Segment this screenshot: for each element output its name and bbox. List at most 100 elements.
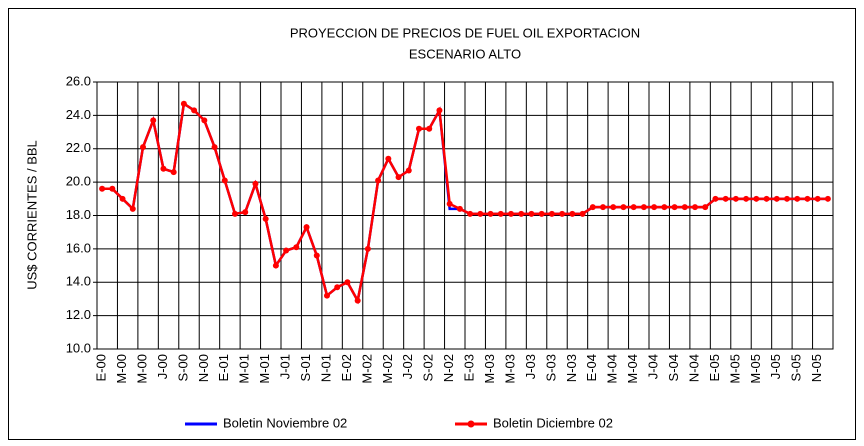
point	[129, 205, 136, 212]
point	[548, 210, 555, 217]
point	[272, 262, 279, 269]
point	[344, 279, 351, 286]
y-tick-label: 16.0	[66, 240, 91, 255]
point	[416, 125, 422, 132]
point	[528, 210, 535, 217]
x-tick-label: N-02	[441, 354, 456, 382]
point	[487, 210, 494, 217]
x-tick-label: M-00	[114, 354, 129, 384]
y-tick-label: 24.0	[66, 107, 91, 122]
point	[446, 200, 453, 207]
x-tick-label: N-03	[564, 354, 579, 382]
x-tick-label: M-03	[502, 354, 517, 384]
x-tick-label: N-01	[318, 354, 333, 382]
point	[334, 284, 341, 291]
point	[589, 204, 596, 211]
point	[569, 210, 576, 217]
x-tick-label: E-05	[707, 354, 722, 381]
point	[794, 195, 801, 202]
point	[364, 245, 371, 252]
y-axis-label: US$ CORRIENTES / BBL	[24, 140, 39, 290]
point	[620, 204, 627, 211]
x-tick-label: M-05	[727, 354, 742, 384]
x-tick-label: S-05	[789, 354, 804, 381]
x-tick-label: M-02	[380, 354, 395, 384]
point	[610, 204, 617, 211]
point	[753, 195, 760, 202]
point	[170, 169, 177, 176]
point	[600, 204, 606, 211]
point	[538, 210, 545, 217]
x-tick-label: E-01	[216, 354, 231, 381]
point	[814, 195, 821, 202]
point	[743, 195, 750, 202]
x-tick-label: M-01	[237, 354, 252, 384]
x-tick-label: S-00	[175, 354, 190, 381]
point	[671, 204, 678, 211]
legend-label: Boletin Noviembre 02	[223, 415, 347, 430]
point	[824, 195, 831, 202]
x-tick-label: M-03	[482, 354, 497, 384]
point	[426, 125, 433, 132]
point	[467, 210, 474, 217]
point	[201, 117, 208, 124]
x-tick-label: N-05	[809, 354, 824, 382]
point	[262, 215, 269, 222]
y-tick-label: 18.0	[66, 207, 91, 222]
point	[180, 100, 187, 107]
point	[293, 244, 300, 251]
legend-label: Boletin Diciembre 02	[493, 415, 613, 430]
chart-subtitle: ESCENARIO ALTO	[409, 46, 521, 61]
point	[211, 144, 218, 151]
point	[804, 195, 811, 202]
x-tick-label: M-04	[625, 354, 640, 384]
point	[681, 204, 688, 211]
x-tick-label: N-00	[196, 354, 211, 382]
x-tick-label: N-04	[686, 354, 701, 382]
point	[712, 195, 719, 202]
point	[773, 195, 780, 202]
x-tick-label: J-02	[400, 354, 415, 379]
plot-area	[96, 81, 834, 350]
point	[242, 209, 249, 216]
point	[722, 195, 729, 202]
y-tick-label: 26.0	[66, 73, 91, 88]
point	[702, 204, 709, 211]
y-tick-label: 20.0	[66, 174, 91, 189]
point	[630, 204, 637, 211]
x-tick-label: M-02	[359, 354, 374, 384]
x-tick-label: S-04	[666, 354, 681, 381]
chart-title: PROYECCION DE PRECIOS DE FUEL OIL EXPORT…	[290, 25, 640, 40]
point	[579, 210, 586, 217]
point	[395, 174, 402, 181]
x-tick-label: M-00	[134, 354, 149, 384]
y-tick-label: 12.0	[66, 307, 91, 322]
point	[109, 185, 116, 192]
point	[651, 204, 658, 211]
x-tick-label: J-01	[278, 354, 293, 379]
point	[150, 117, 157, 124]
point	[221, 177, 228, 184]
x-tick-label: M-05	[748, 354, 763, 384]
x-tick-label: M-01	[257, 354, 272, 384]
x-tick-label: E-04	[584, 354, 599, 381]
point	[763, 195, 770, 202]
point	[99, 185, 106, 192]
point	[497, 210, 504, 217]
point	[324, 292, 330, 299]
point	[303, 224, 310, 231]
legend-marker	[467, 420, 475, 428]
point	[477, 210, 484, 217]
point	[160, 165, 167, 172]
x-tick-label: E-03	[462, 354, 477, 381]
point	[518, 210, 525, 217]
x-tick-label: J-00	[155, 354, 170, 379]
point	[508, 210, 514, 217]
x-tick-label: J-03	[523, 354, 538, 379]
x-tick-label: S-01	[298, 354, 313, 381]
point	[732, 195, 739, 202]
point	[692, 204, 698, 211]
point	[640, 204, 647, 211]
point	[559, 210, 566, 217]
